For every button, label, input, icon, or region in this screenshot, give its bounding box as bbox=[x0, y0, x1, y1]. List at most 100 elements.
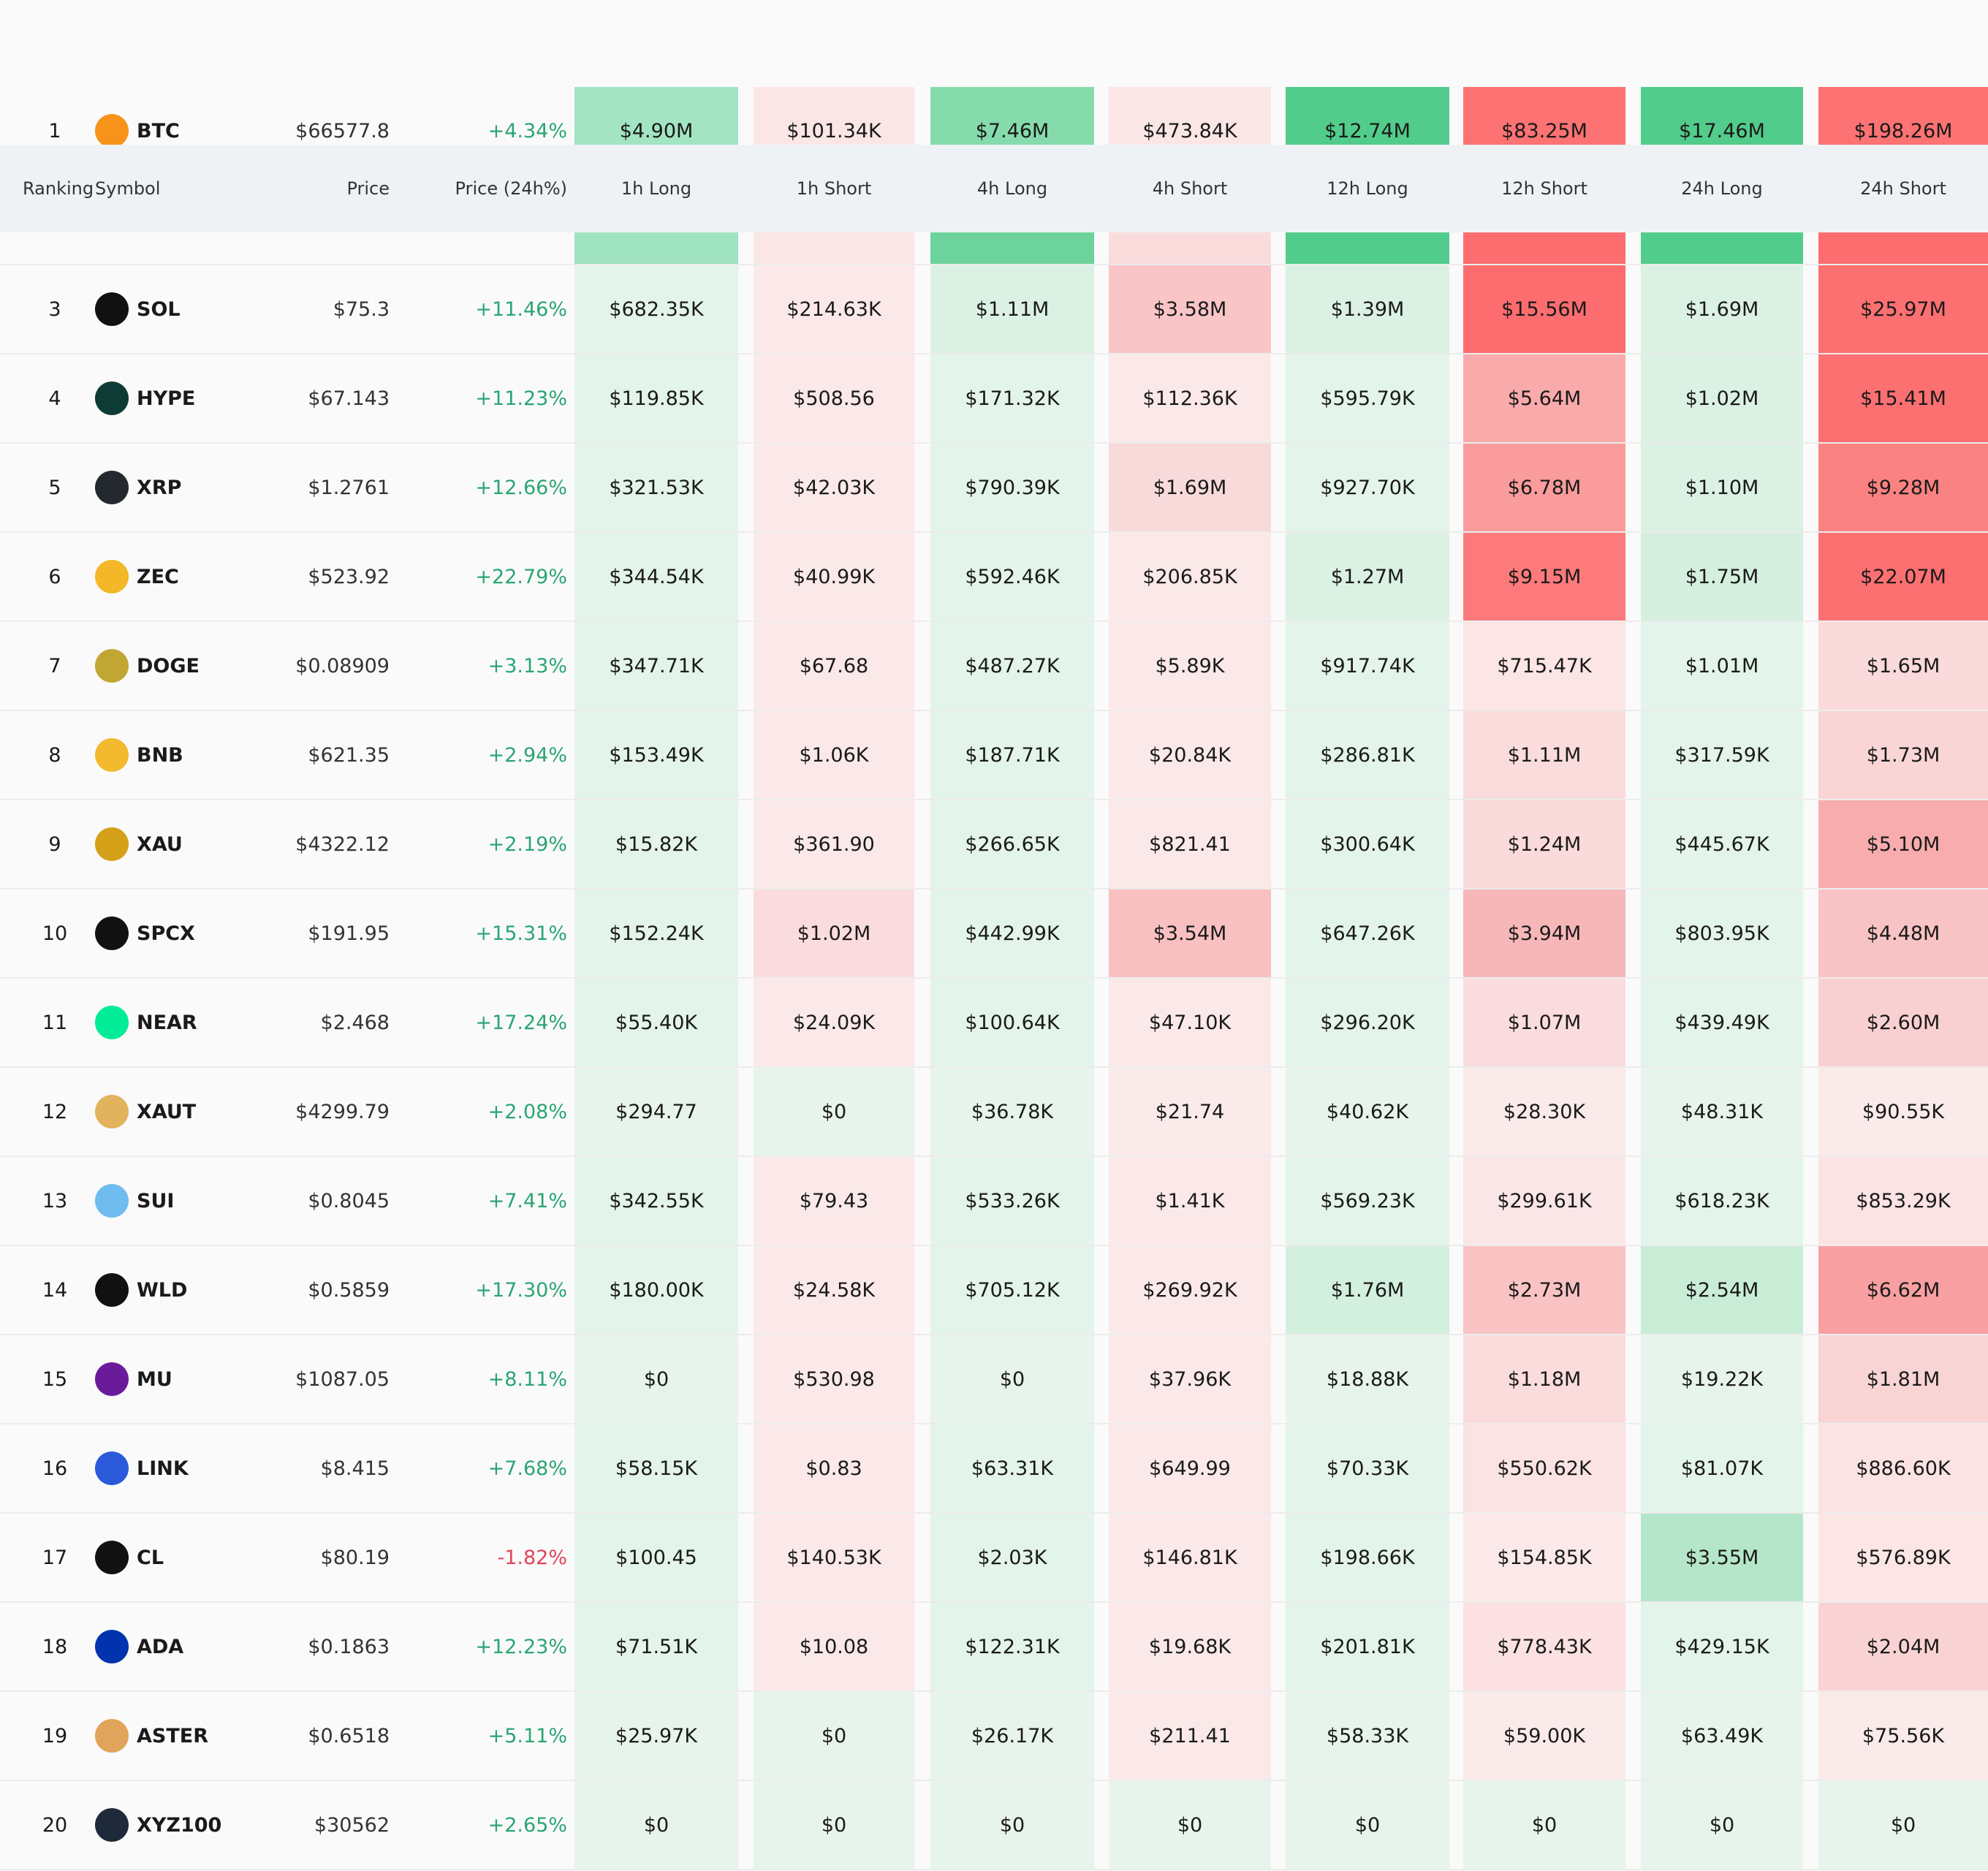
column-header[interactable]: 1h Long bbox=[621, 178, 692, 199]
symbol: MU bbox=[137, 1367, 172, 1391]
coin-icon bbox=[95, 1362, 129, 1396]
value-cell: $0.83 bbox=[754, 1424, 914, 1512]
value-cell: $445.67K bbox=[1641, 800, 1803, 888]
value-cell: $0 bbox=[574, 1335, 738, 1423]
column-header[interactable]: 24h Short bbox=[1860, 178, 1946, 199]
column-header[interactable]: 1h Short bbox=[796, 178, 872, 199]
value-cell: $1.02M bbox=[754, 889, 914, 977]
rank: 1 bbox=[48, 119, 61, 143]
value-cell: $1.01M bbox=[1641, 622, 1803, 710]
value-cell: $63.49K bbox=[1641, 1692, 1803, 1780]
rank: 19 bbox=[42, 1724, 68, 1747]
value-cell: $6.78M bbox=[1463, 444, 1625, 531]
column-header[interactable]: Price (24h%) bbox=[455, 178, 567, 199]
value-cell: $821.41 bbox=[1109, 800, 1271, 888]
table-row: $119.85K $508.56 $171.32K $112.36K $595.79K $… bbox=[0, 354, 1988, 444]
price-change: +2.65% bbox=[487, 1813, 567, 1837]
coin-icon bbox=[95, 1719, 129, 1753]
table-row: $25.97K $0 $26.17K $211.41 $58.33K $59.00K $63… bbox=[0, 1692, 1988, 1781]
symbol: XAU bbox=[137, 832, 183, 856]
value-cell: $25.97M bbox=[1818, 265, 1988, 353]
price: $0.08909 bbox=[295, 654, 390, 678]
rank: 3 bbox=[48, 297, 61, 321]
table-row: $15.82K $361.90 $266.65K $821.41 $300.64K $1.… bbox=[0, 800, 1988, 889]
value-cell: $24.58K bbox=[754, 1246, 914, 1334]
column-header[interactable]: 12h Short bbox=[1501, 178, 1587, 199]
price: $1087.05 bbox=[295, 1367, 390, 1391]
value-cell: $927.70K bbox=[1286, 444, 1449, 531]
value-cell: $296.20K bbox=[1286, 979, 1449, 1066]
price: $0.8045 bbox=[308, 1189, 390, 1212]
value-cell: $5.89K bbox=[1109, 622, 1271, 710]
value-cell: $15.82K bbox=[574, 800, 738, 888]
value-cell: $59.00K bbox=[1463, 1692, 1625, 1780]
value-cell: $0 bbox=[930, 1335, 1094, 1423]
symbol: XRP bbox=[137, 476, 182, 499]
value-cell: $439.49K bbox=[1641, 979, 1803, 1066]
value-cell: $0 bbox=[1641, 1781, 1803, 1869]
value-cell: $299.61K bbox=[1463, 1157, 1625, 1245]
value-cell: $269.92K bbox=[1109, 1246, 1271, 1334]
column-header[interactable]: Symbol bbox=[95, 178, 161, 199]
symbol: SOL bbox=[137, 297, 181, 321]
rank: 6 bbox=[48, 565, 61, 588]
symbol: NEAR bbox=[137, 1011, 197, 1034]
value-cell: $26.17K bbox=[930, 1692, 1094, 1780]
value-cell: $1.65M bbox=[1818, 622, 1988, 710]
column-header[interactable]: Ranking bbox=[23, 178, 94, 199]
value-cell: $1.75M bbox=[1641, 533, 1803, 620]
column-header[interactable]: 4h Short bbox=[1152, 178, 1228, 199]
value-cell: $595.79K bbox=[1286, 354, 1449, 442]
value-cell: $67.68 bbox=[754, 622, 914, 710]
value-cell: $171.32K bbox=[930, 354, 1094, 442]
coin-icon bbox=[95, 649, 129, 683]
price-change: +12.66% bbox=[475, 476, 567, 499]
table-row: $180.00K $24.58K $705.12K $269.92K $1.76M $2.… bbox=[0, 1246, 1988, 1335]
value-cell: $1.07M bbox=[1463, 979, 1625, 1066]
value-cell: $20.84K bbox=[1109, 711, 1271, 799]
table-row: $55.40K $24.09K $100.64K $47.10K $296.20K $1.… bbox=[0, 979, 1988, 1068]
value-cell: $19.22K bbox=[1641, 1335, 1803, 1423]
value-cell: $79.43 bbox=[754, 1157, 914, 1245]
value-cell: $2.54M bbox=[1641, 1246, 1803, 1334]
column-header[interactable]: Price bbox=[346, 178, 390, 199]
symbol: CL bbox=[137, 1546, 164, 1569]
value-cell: $803.95K bbox=[1641, 889, 1803, 977]
column-header[interactable]: 24h Long bbox=[1681, 178, 1763, 199]
value-cell: $3.54M bbox=[1109, 889, 1271, 977]
value-cell: $0 bbox=[754, 1781, 914, 1869]
coin-icon bbox=[95, 1095, 129, 1128]
value-cell: $15.56M bbox=[1463, 265, 1625, 353]
value-cell: $347.71K bbox=[574, 622, 738, 710]
table-row: $153.49K $1.06K $187.71K $20.84K $286.81K $1.… bbox=[0, 711, 1988, 800]
rank: 17 bbox=[42, 1546, 68, 1569]
value-cell: $19.68K bbox=[1109, 1603, 1271, 1690]
symbol: XAUT bbox=[137, 1100, 197, 1123]
column-header[interactable]: 12h Long bbox=[1327, 178, 1408, 199]
rank: 9 bbox=[48, 832, 61, 856]
value-cell: $211.41 bbox=[1109, 1692, 1271, 1780]
value-cell: $3.55M bbox=[1641, 1514, 1803, 1601]
value-cell: $286.81K bbox=[1286, 711, 1449, 799]
table-row: $4.90M $101.34K $7.46M $473.84K $12.74M $83.2… bbox=[0, 87, 1988, 176]
value-cell: $21.74 bbox=[1109, 1068, 1271, 1155]
value-cell: $70.33K bbox=[1286, 1424, 1449, 1512]
value-cell: $647.26K bbox=[1286, 889, 1449, 977]
value-cell: $618.23K bbox=[1641, 1157, 1803, 1245]
column-header[interactable]: 4h Long bbox=[976, 178, 1048, 199]
coin-icon bbox=[95, 738, 129, 772]
price: $191.95 bbox=[308, 922, 390, 945]
coin-icon bbox=[95, 382, 129, 415]
value-cell: $18.88K bbox=[1286, 1335, 1449, 1423]
rank: 11 bbox=[42, 1011, 68, 1034]
rank: 16 bbox=[42, 1457, 68, 1480]
table-row: $294.77 $0 $36.78K $21.74 $40.62K $28.30K $48.… bbox=[0, 1068, 1988, 1157]
value-cell: $47.10K bbox=[1109, 979, 1271, 1066]
rank: 5 bbox=[48, 476, 61, 499]
price: $0.5859 bbox=[308, 1278, 390, 1302]
value-cell: $180.00K bbox=[574, 1246, 738, 1334]
table-row: $682.35K $214.63K $1.11M $3.58M $1.39M $15.56… bbox=[0, 265, 1988, 354]
value-cell: $9.28M bbox=[1818, 444, 1988, 531]
value-cell: $10.08 bbox=[754, 1603, 914, 1690]
price-change: +2.08% bbox=[487, 1100, 567, 1123]
